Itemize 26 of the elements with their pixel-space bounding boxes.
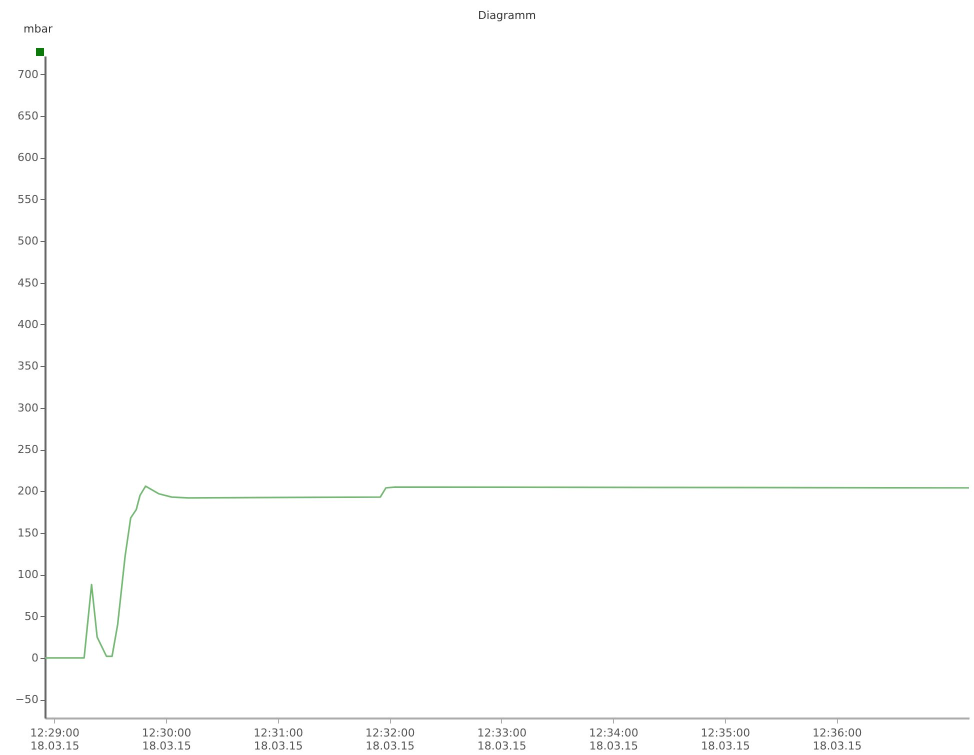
- y-tick-label: 500: [18, 234, 38, 248]
- y-tick-label: 0: [32, 651, 38, 664]
- x-tick-label: 12:29:00 18.03.15: [30, 726, 80, 752]
- x-tick-label: 12:34:00 18.03.15: [588, 726, 638, 752]
- x-tick-label: 12:33:00 18.03.15: [477, 726, 527, 752]
- x-tick-label: 12:35:00 18.03.15: [700, 726, 750, 752]
- y-tick-label: 400: [18, 318, 38, 331]
- y-tick-label: 200: [18, 484, 38, 498]
- y-tick-label: 600: [18, 151, 38, 164]
- y-tick-label: 650: [18, 110, 38, 123]
- y-tick-label: −50: [15, 693, 38, 706]
- x-tick-label: 12:32:00 18.03.15: [365, 726, 415, 752]
- y-tick-label: 50: [24, 610, 38, 623]
- y-tick-label: 700: [18, 68, 38, 81]
- chart-title: Diagramm: [478, 9, 536, 22]
- y-tick-label: 250: [18, 443, 38, 456]
- x-tick-label: 12:36:00 18.03.15: [812, 726, 862, 752]
- x-tick-label: 12:31:00 18.03.15: [254, 726, 304, 752]
- y-tick-label: 550: [18, 192, 38, 206]
- y-tick-label: 300: [18, 401, 38, 414]
- y-tick-label: 150: [18, 526, 38, 540]
- y-axis-title: mbar: [24, 22, 53, 36]
- y-tick-label: 100: [18, 568, 38, 582]
- y-tick-label: 450: [18, 276, 38, 290]
- x-tick-label: 12:30:00 18.03.15: [142, 726, 192, 752]
- y-tick-label: 350: [18, 360, 38, 373]
